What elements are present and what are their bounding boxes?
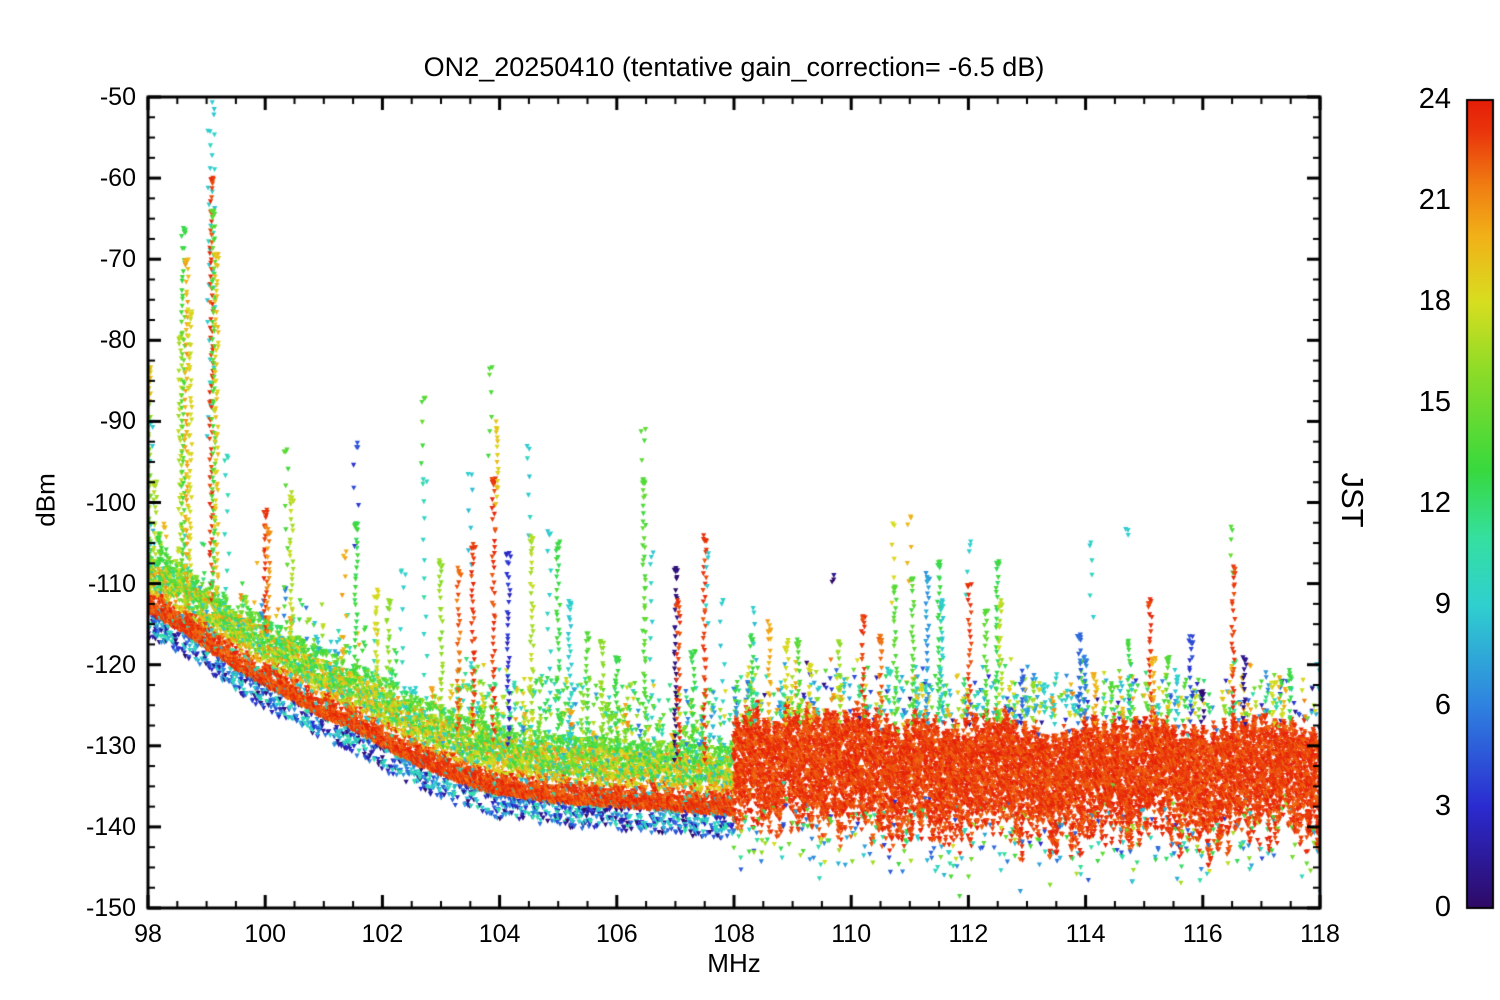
y-tick-label: -80 [99,326,136,355]
colorbar-tick-label: 18 [1418,285,1451,317]
x-tick-label: 118 [1300,920,1340,948]
plot-title: ON2_20250410 (tentative gain_correction=… [423,52,1045,82]
colorbar-tick-label: 12 [1418,487,1451,519]
y-tick-label: -140 [85,812,136,841]
colorbar-tick-label: 9 [1434,588,1451,620]
colorbar-tick-label: 24 [1418,83,1451,115]
x-axis-label: MHz [707,948,761,978]
x-tick-label: 116 [1182,920,1223,948]
y-tick-label: -90 [99,407,136,436]
x-tick-label: 110 [831,920,872,948]
x-tick-label: 104 [478,920,521,948]
x-tick-label: 114 [1065,920,1106,948]
y-tick-label: -70 [99,245,136,274]
x-tick-label: 100 [244,920,287,948]
colorbar-tick-label: 15 [1418,386,1451,418]
y-tick-label: -150 [85,894,136,922]
x-tick-label: 102 [361,920,404,948]
x-tick-label: 106 [595,920,638,948]
x-tick-label: 108 [713,920,755,948]
y-tick-label: -60 [99,164,136,193]
colorbar-tick-label: 6 [1434,689,1451,721]
x-tick-label: 112 [948,920,989,948]
y-tick-label: -100 [85,488,136,517]
colorbar-tick-label: 21 [1418,184,1451,216]
y-tick-label: -130 [85,731,136,760]
y-tick-label: -50 [99,83,136,111]
x-tick-label: 98 [134,920,162,948]
colorbar-tick-label: 0 [1434,891,1451,923]
colorbar-label: JST [1335,472,1370,528]
y-tick-label: -120 [85,650,136,679]
y-tick-label: -110 [87,569,136,598]
colorbar-tick-label: 3 [1434,790,1451,822]
